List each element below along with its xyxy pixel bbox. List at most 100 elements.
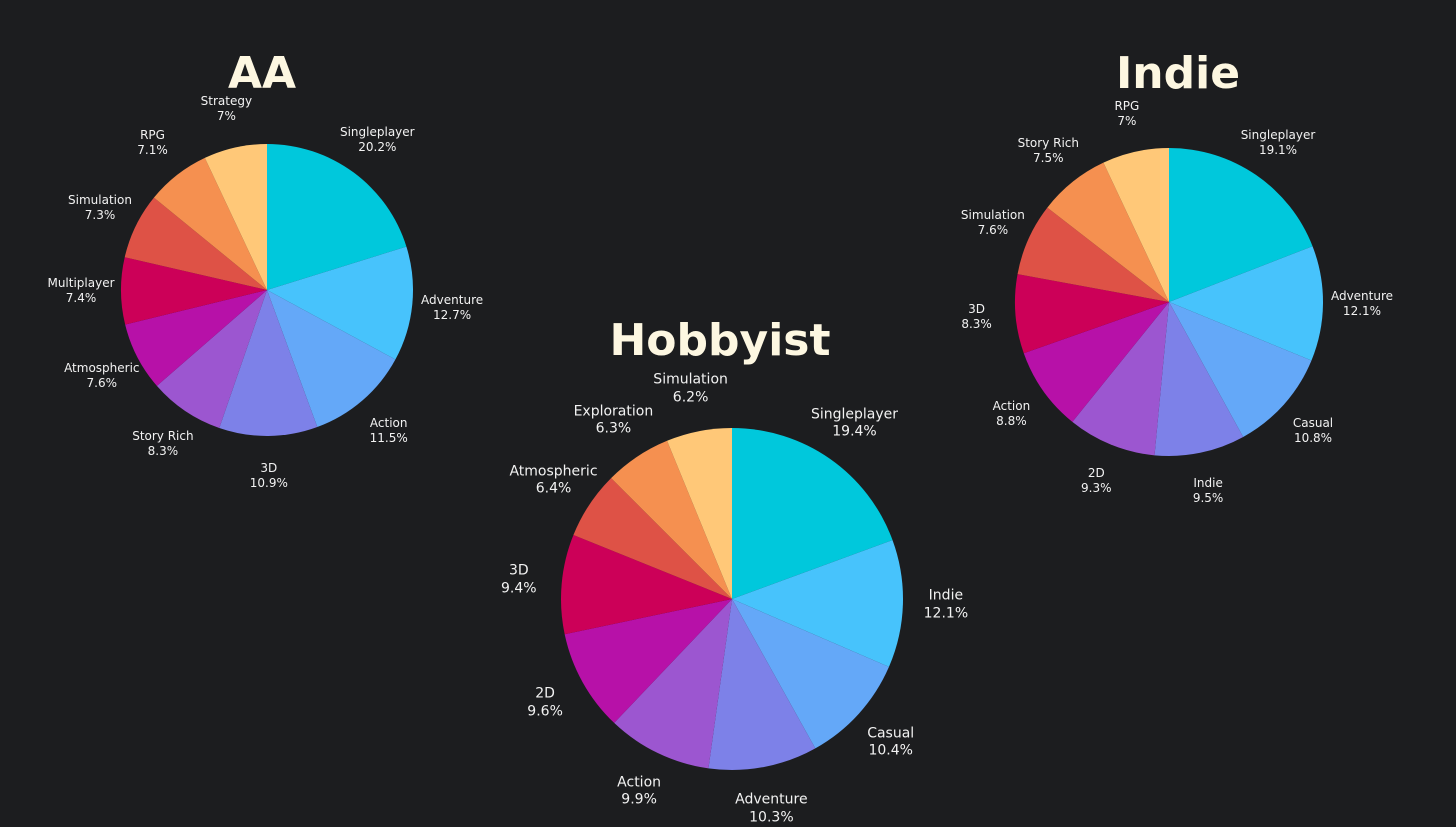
slice-label-hobbyist-singleplayer: Singleplayer 19.4%: [811, 406, 898, 441]
slice-label-hobbyist-casual: Casual 10.4%: [867, 725, 914, 760]
slice-percent: 8.3%: [147, 444, 179, 459]
pie-slice-aa-strategy: [204, 144, 267, 290]
slice-name: Exploration: [573, 403, 654, 420]
pie-slice-aa-multiplayer: [120, 257, 267, 325]
slice-label-hobbyist-3d: 3D 9.4%: [501, 563, 537, 598]
slice-percent: 9.6%: [527, 703, 563, 720]
slice-percent: 10.4%: [868, 742, 913, 759]
slice-name: Strategy: [200, 93, 253, 108]
pie-slice-aa-3d: [219, 290, 318, 437]
slice-label-hobbyist-simulation: Simulation 6.2%: [653, 372, 728, 407]
slice-name: 3D: [508, 562, 529, 579]
slice-percent: 9.9%: [621, 791, 657, 808]
slice-name: Singleplayer: [810, 406, 899, 422]
slice-name: Indie: [928, 587, 964, 604]
chart-title-indie: Indie: [1115, 48, 1241, 99]
slice-label-indie-adventure: Adventure 12.1%: [1331, 289, 1393, 319]
slice-label-hobbyist-indie: Indie 12.1%: [924, 588, 968, 623]
slice-percent: 7.3%: [84, 208, 116, 223]
slice-name: Multiplayer: [47, 276, 115, 291]
pie-slice-indie-indie: [1154, 302, 1244, 457]
pie-slice-indie-2d: [1072, 302, 1169, 456]
slice-name: Singleplayer: [1240, 127, 1316, 142]
pie-slice-hobbyist-action: [614, 599, 732, 769]
slice-name: Atmospheric: [509, 463, 598, 480]
slice-label-aa-3d: 3D 10.9%: [250, 461, 288, 491]
pie-indie: [1015, 148, 1324, 457]
pie-slice-hobbyist-simulation: [667, 428, 732, 599]
slice-percent: 8.3%: [961, 317, 992, 332]
pie-slice-indie-action: [1023, 302, 1169, 422]
slice-percent: 7.5%: [1033, 151, 1064, 166]
pie-slice-aa-singleplayer: [267, 144, 407, 290]
slice-label-indie-3d: 3D 8.3%: [961, 302, 992, 332]
slice-percent: 8.8%: [996, 413, 1027, 428]
slice-percent: 10.9%: [249, 476, 288, 490]
slice-label-hobbyist-action: Action 9.9%: [617, 774, 661, 809]
slice-label-hobbyist-2d: 2D 9.6%: [527, 686, 563, 721]
pie-slice-hobbyist-singleplayer: [732, 428, 893, 599]
slice-name: Story Rich: [1017, 136, 1079, 151]
slice-label-indie-2d: 2D 9.3%: [1081, 466, 1112, 496]
slice-name: Singleplayer: [339, 125, 415, 140]
slice-percent: 7.1%: [137, 143, 168, 158]
slice-name: 3D: [260, 461, 278, 475]
slice-percent: 7.6%: [86, 375, 118, 390]
pie-slice-indie-rpg: [1103, 148, 1169, 302]
chart-title-hobbyist: Hobbyist: [609, 315, 831, 366]
slice-percent: 7%: [216, 108, 236, 123]
slice-name: 3D: [968, 302, 986, 317]
slice-percent: 19.1%: [1258, 142, 1298, 157]
slice-label-aa-simulation: Simulation 7.3%: [68, 193, 132, 223]
slice-name: Adventure: [421, 293, 484, 308]
slice-label-indie-casual: Casual 10.8%: [1293, 416, 1333, 446]
slice-name: Atmospheric: [64, 360, 140, 375]
slice-percent: 12.1%: [923, 605, 969, 621]
slice-percent: 6.3%: [595, 420, 632, 437]
slice-label-aa-story-rich: Story Rich 8.3%: [132, 429, 193, 459]
slice-label-aa-action: Action 11.5%: [370, 416, 408, 446]
slice-label-indie-singleplayer: Singleplayer 19.1%: [1241, 128, 1316, 158]
slice-name: Simulation: [68, 193, 132, 208]
slice-label-aa-singleplayer: Singleplayer 20.2%: [340, 125, 415, 155]
pie-slice-indie-singleplayer: [1169, 148, 1313, 302]
pie-slice-hobbyist-exploration: [611, 440, 732, 599]
pie-aa: [120, 144, 414, 437]
slice-name: Action: [617, 774, 662, 791]
pie-slice-aa-atmospheric: [125, 290, 267, 386]
slice-percent: 12.7%: [433, 308, 472, 323]
pie-slice-indie-adventure: [1169, 246, 1324, 361]
slice-name: Casual: [1292, 415, 1334, 430]
slice-label-indie-story-rich: Story Rich 7.5%: [1018, 136, 1079, 166]
slice-percent: 6.2%: [672, 389, 709, 405]
slice-name: Story Rich: [132, 429, 194, 444]
pie-slice-aa-story-rich: [156, 290, 267, 428]
slice-label-aa-adventure: Adventure 12.7%: [421, 293, 483, 323]
slice-name: Simulation: [653, 371, 728, 388]
slice-label-aa-rpg: RPG 7.1%: [137, 128, 168, 158]
slice-label-aa-multiplayer: Multiplayer 7.4%: [47, 276, 114, 306]
slice-name: 2D: [1087, 465, 1105, 480]
pie-slice-aa-rpg: [153, 157, 267, 290]
pie-slice-hobbyist-casual: [732, 599, 889, 749]
pie-slice-indie-3d: [1015, 274, 1169, 354]
pie-slice-hobbyist-adventure: [708, 599, 816, 771]
pie-slice-aa-simulation: [124, 197, 267, 290]
slice-label-aa-atmospheric: Atmospheric 7.6%: [64, 361, 139, 391]
slice-name: RPG: [140, 128, 165, 143]
slice-label-indie-action: Action 8.8%: [993, 399, 1031, 429]
slice-percent: 9.3%: [1081, 480, 1112, 495]
pie-slice-indie-simulation: [1017, 207, 1169, 302]
slice-name: Adventure: [735, 791, 808, 808]
slice-name: RPG: [1114, 98, 1140, 113]
slice-name: Indie: [1193, 476, 1223, 490]
pie-slice-indie-story-rich: [1047, 162, 1169, 302]
slice-label-aa-strategy: Strategy 7%: [201, 94, 252, 124]
slice-percent: 9.4%: [501, 580, 537, 597]
slice-label-hobbyist-atmospheric: Atmospheric 6.4%: [509, 463, 597, 498]
pie-slice-aa-adventure: [267, 246, 414, 360]
slice-percent: 20.2%: [358, 140, 397, 155]
slice-name: Action: [369, 415, 408, 430]
slice-name: 2D: [535, 685, 555, 702]
pie-slice-indie-casual: [1169, 302, 1312, 437]
